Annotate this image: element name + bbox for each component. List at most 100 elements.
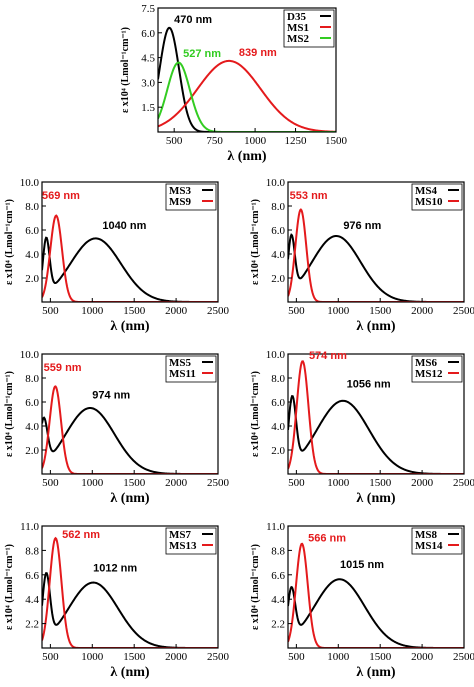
- x-tick-label: 1000: [81, 477, 104, 489]
- x-tick-label: 1250: [285, 135, 308, 147]
- peak-label-ms9: 569 nm: [42, 190, 80, 202]
- legend-label: MS7: [169, 529, 192, 541]
- legend-label: MS12: [415, 368, 443, 380]
- axes-frame: [287, 181, 465, 303]
- series-line-ms9: [42, 214, 218, 302]
- legend-box: [165, 355, 217, 383]
- x-tick-label: 2500: [207, 305, 230, 317]
- y-tick-label: 4.0: [25, 249, 39, 261]
- y-tick-label: 8.0: [25, 201, 39, 213]
- legend-label: MS10: [415, 196, 443, 208]
- chart-panel-row2-right: 500 1000 1500 2000 2500 2.0 4.0 6.0 8.0 10.0 λ (nm…: [250, 349, 474, 506]
- y-tick-label: 6.0: [25, 397, 39, 409]
- legend-label: MS13: [169, 540, 197, 552]
- x-tick-label: 1500: [369, 477, 392, 489]
- y-tick-label: 2.0: [271, 445, 285, 457]
- series-line-d35: [158, 26, 336, 132]
- series-line-ms11: [42, 385, 218, 474]
- peak-label-ms1: 839 nm: [239, 47, 277, 59]
- y-axis-title: ε x10⁴ (Lmol⁻¹cm⁻¹): [250, 199, 261, 285]
- x-tick-label: 2500: [453, 651, 474, 663]
- x-tick-label: 2000: [165, 305, 188, 317]
- x-tick-label: 500: [166, 135, 183, 147]
- series-line-ms14: [288, 542, 464, 648]
- chart-panel-top: 500 750 1000 1250 1500 1.5 3.0 4.5 6.0 7.5 λ (nm) ε…: [120, 3, 348, 164]
- x-tick-label: 2500: [453, 305, 474, 317]
- series-line-ms2: [158, 61, 336, 132]
- y-tick-label: 6.6: [25, 570, 39, 582]
- peak-label-ms4: 976 nm: [343, 220, 381, 232]
- legend-label: MS1: [287, 22, 309, 34]
- peak-label-ms13: 562 nm: [62, 529, 100, 541]
- peak-label-ms6: 1056 nm: [347, 379, 391, 391]
- y-tick-label: 2.0: [25, 273, 39, 285]
- x-tick-label: 500: [288, 305, 305, 317]
- x-axis-title: λ (nm): [356, 491, 395, 506]
- peak-label-ms11: 559 nm: [44, 362, 82, 374]
- axes-frame: [41, 353, 219, 475]
- y-tick-label: 4.0: [271, 249, 285, 261]
- series-line-ms10: [288, 208, 464, 302]
- series-line-ms5: [42, 406, 218, 474]
- y-tick-label: 4.5: [141, 53, 155, 65]
- x-tick-label: 1500: [325, 135, 348, 147]
- peak-label-ms5: 974 nm: [92, 389, 130, 401]
- legend-box: [411, 527, 463, 555]
- y-tick-label: 8.0: [271, 373, 285, 385]
- axes-frame: [157, 7, 337, 133]
- y-tick-label: 6.6: [271, 570, 285, 582]
- y-axis-title: ε x10⁴ (Lmol⁻¹cm⁻¹): [4, 199, 15, 285]
- y-tick-label: 6.0: [271, 225, 285, 237]
- y-tick-label: 4.0: [25, 421, 39, 433]
- legend-label: MS9: [169, 196, 192, 208]
- x-tick-label: 2000: [411, 477, 434, 489]
- chart-panel-row1-left: 500 1000 1500 2000 2500 2.0 4.0 6.0 8.0 10.0 λ (nm…: [4, 177, 230, 334]
- y-tick-label: 2.0: [271, 273, 285, 285]
- axes-frame: [287, 525, 465, 649]
- x-tick-label: 2500: [207, 651, 230, 663]
- y-tick-label: 2.2: [271, 619, 285, 631]
- y-tick-label: 3.0: [141, 77, 155, 89]
- legend-label: MS14: [415, 540, 443, 552]
- x-tick-label: 1000: [81, 651, 104, 663]
- x-tick-label: 500: [288, 477, 305, 489]
- legend-box: [411, 355, 463, 383]
- series-line-ms13: [42, 536, 218, 648]
- y-tick-label: 8.0: [25, 373, 39, 385]
- x-tick-label: 1000: [81, 305, 104, 317]
- peak-label-ms2: 527 nm: [183, 48, 221, 60]
- x-axis-title: λ (nm): [110, 319, 149, 334]
- x-tick-label: 750: [206, 135, 223, 147]
- chart-panel-row2-left: 500 1000 1500 2000 2500 2.0 4.0 6.0 8.0 10.0 λ (nm…: [4, 349, 230, 506]
- series-line-ms1: [158, 59, 336, 132]
- peak-label-ms14: 566 nm: [308, 533, 346, 545]
- chart-panel-row3-left: 500 1000 1500 2000 2500 2.2 4.4 6.6 8.8 11.0 λ (nm…: [4, 521, 230, 680]
- legend-label: MS11: [169, 368, 196, 380]
- x-axis-title: λ (nm): [110, 491, 149, 506]
- series-line-ms4: [288, 233, 464, 302]
- x-tick-label: 1500: [369, 305, 392, 317]
- y-tick-label: 6.0: [271, 397, 285, 409]
- legend-label: MS4: [415, 185, 438, 197]
- peak-label-ms7: 1012 nm: [93, 562, 137, 574]
- y-tick-label: 1.5: [141, 102, 155, 114]
- y-tick-label: 4.0: [271, 421, 285, 433]
- y-tick-label: 11.0: [266, 521, 285, 533]
- x-tick-label: 1500: [123, 651, 146, 663]
- x-axis-title: λ (nm): [227, 149, 266, 164]
- y-axis-title: ε x10⁴ (Lmol⁻¹cm⁻¹): [120, 27, 131, 113]
- x-tick-label: 2000: [165, 651, 188, 663]
- y-tick-label: 11.0: [20, 521, 39, 533]
- y-tick-label: 4.4: [25, 594, 39, 606]
- peak-label-ms8: 1015 nm: [340, 559, 384, 571]
- y-tick-label: 7.5: [141, 3, 155, 15]
- y-tick-label: 8.0: [271, 201, 285, 213]
- peak-label-ms3: 1040 nm: [102, 220, 146, 232]
- x-tick-label: 500: [42, 305, 59, 317]
- x-tick-label: 2000: [411, 305, 434, 317]
- axes-frame: [287, 353, 465, 475]
- y-tick-label: 10.0: [20, 349, 40, 361]
- x-axis-title: λ (nm): [356, 319, 395, 334]
- x-tick-label: 2500: [207, 477, 230, 489]
- x-axis-title: λ (nm): [110, 665, 149, 680]
